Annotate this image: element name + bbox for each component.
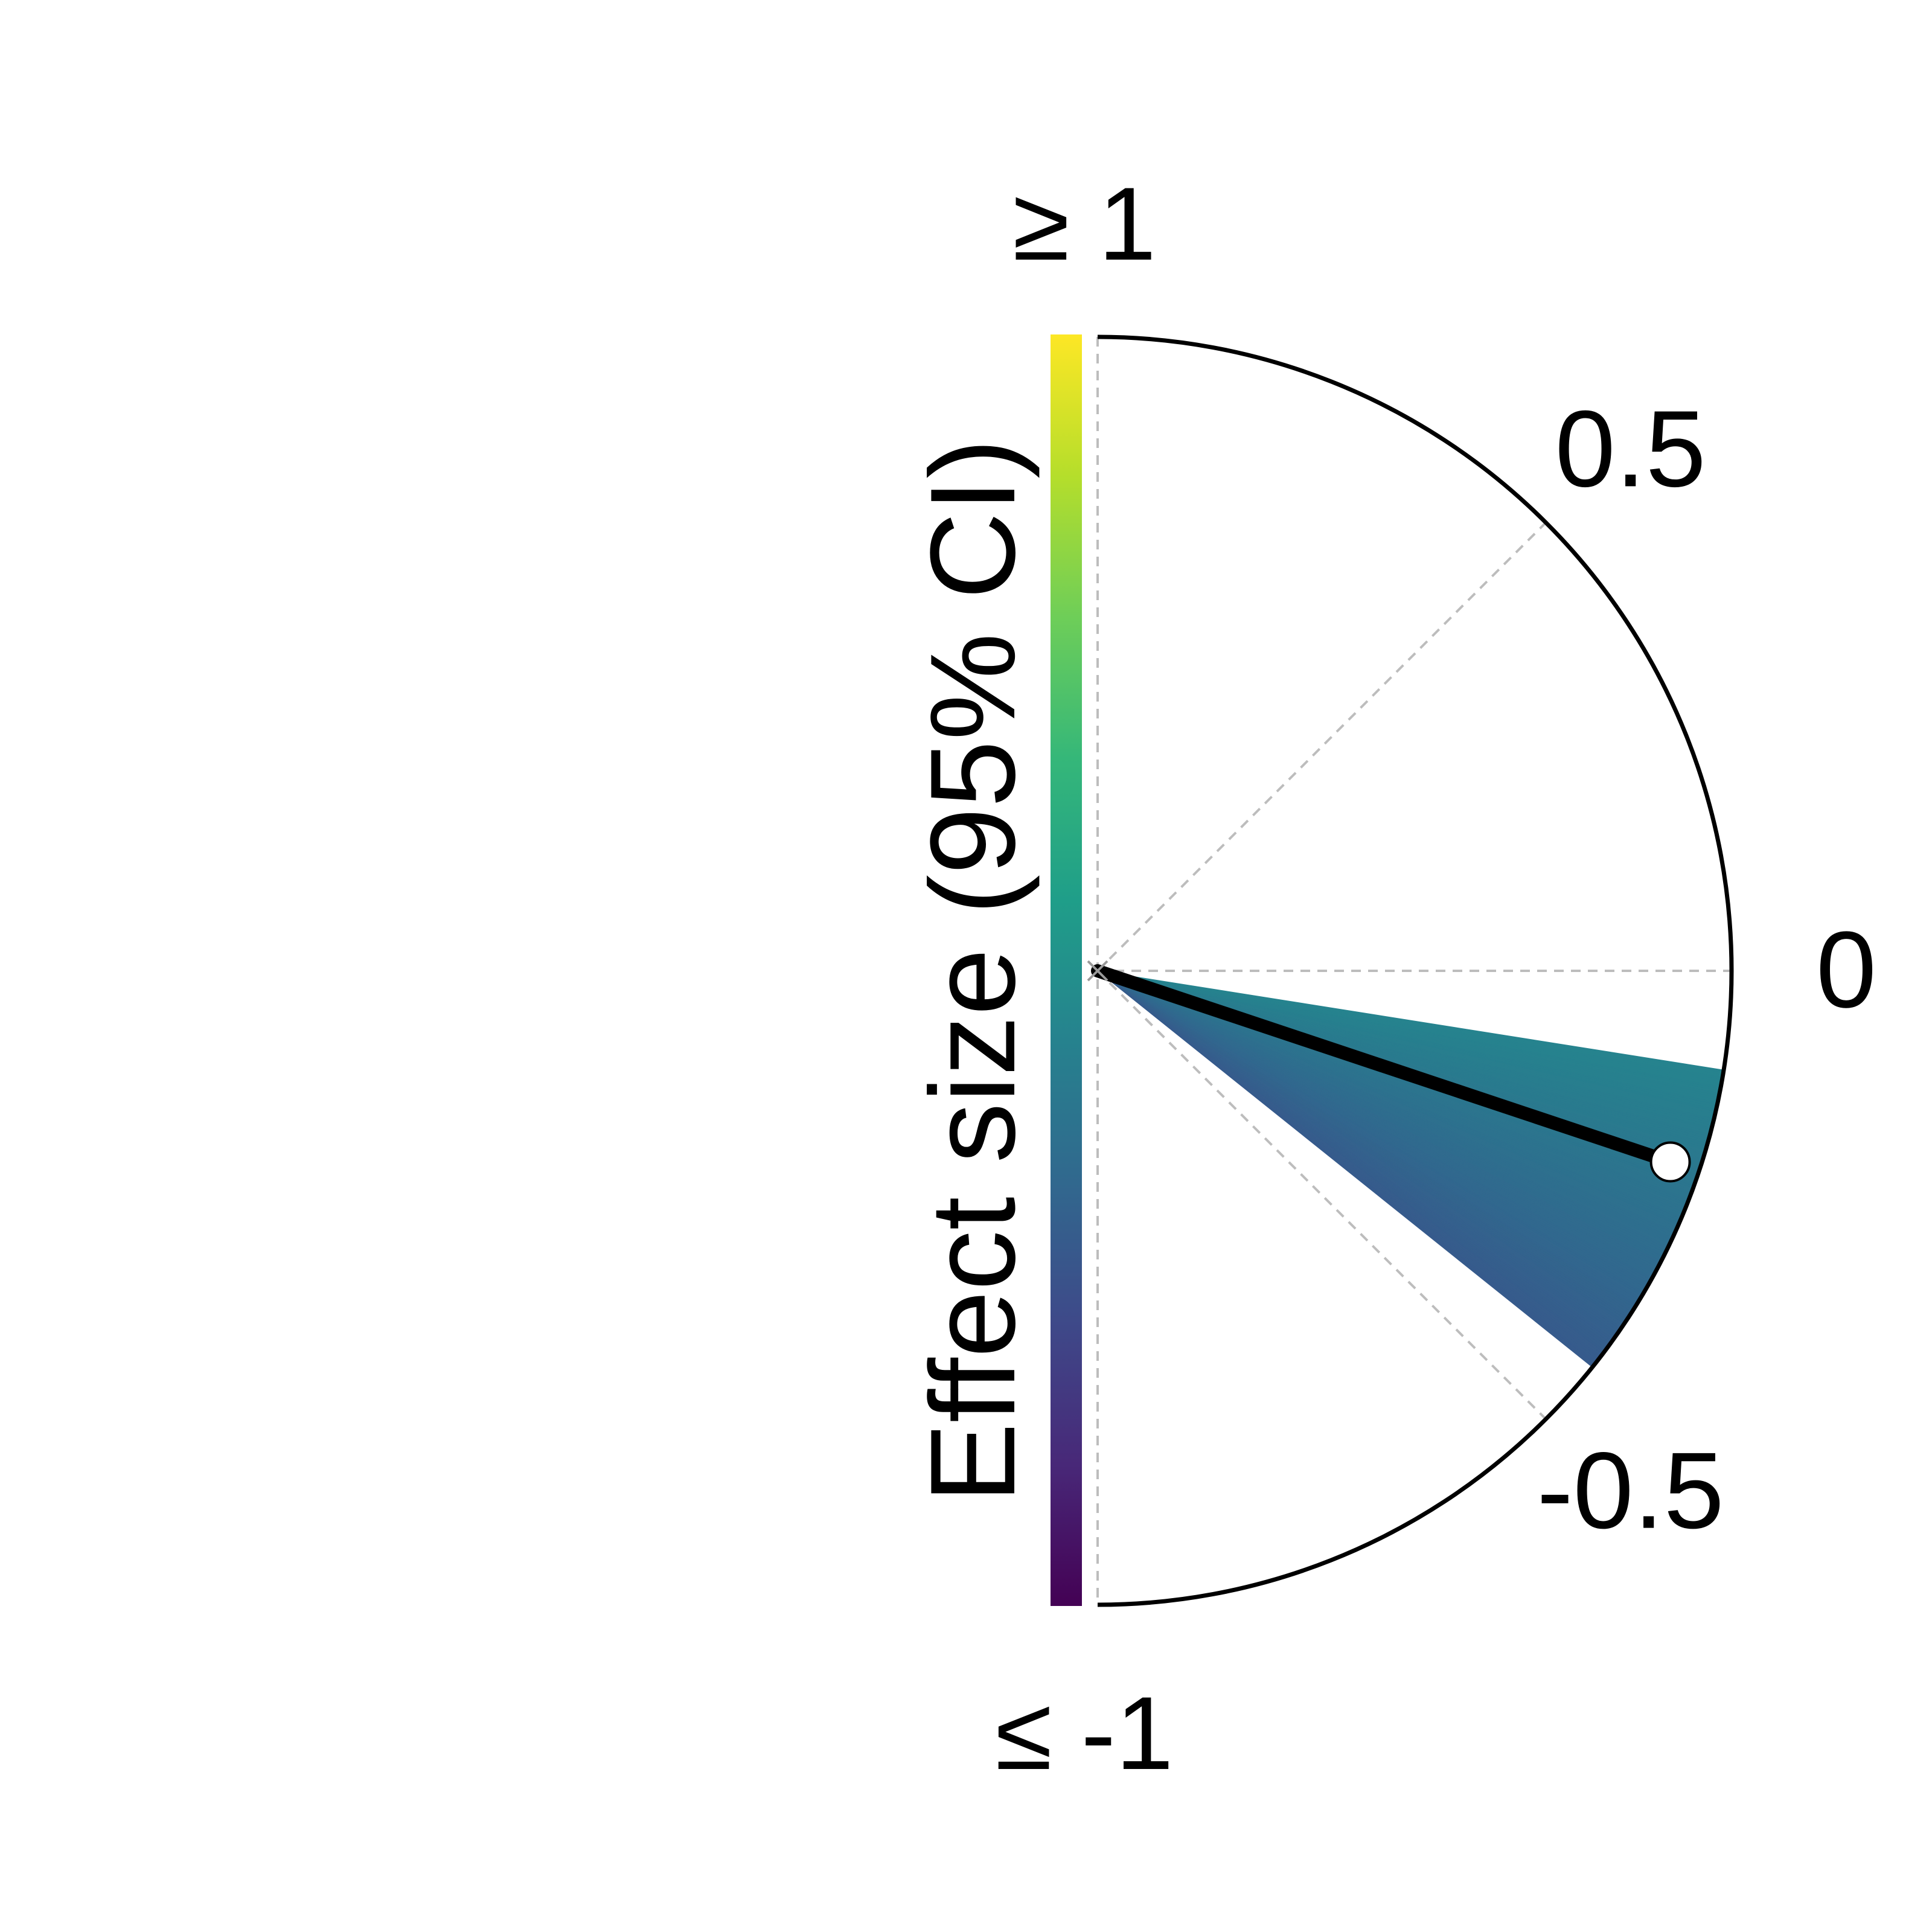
- tick-label-2: -0.5: [1537, 1430, 1724, 1552]
- colorbar-bottom-label: ≤ -1: [995, 1675, 1173, 1791]
- colorbar-top-label: ≥ 1: [1012, 166, 1156, 282]
- tick-label-1: 0: [1816, 909, 1876, 1031]
- gridline-0: [1096, 522, 1547, 972]
- tick-label-0: 0.5: [1555, 388, 1706, 510]
- gridline-2: [1096, 970, 1547, 1420]
- y-axis-label: Effect size (95% CI): [906, 438, 1040, 1503]
- estimate-marker: [1649, 1141, 1691, 1183]
- colorbar: [1051, 334, 1082, 1606]
- gauge-outline-arc: [1097, 334, 1734, 1607]
- origin-cross-mark: [1087, 960, 1108, 982]
- estimate-line: [1091, 964, 1683, 1171]
